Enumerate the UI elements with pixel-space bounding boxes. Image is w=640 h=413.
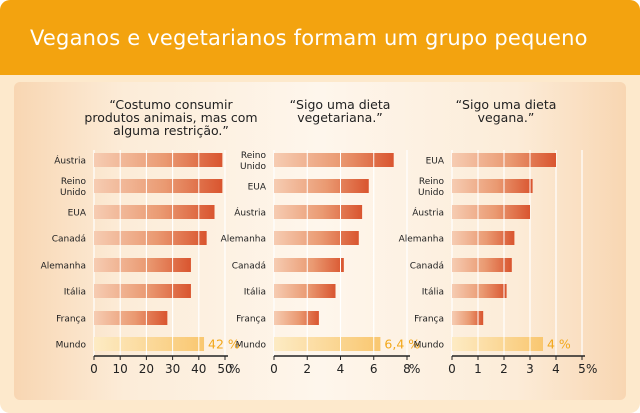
- bar: [452, 311, 484, 325]
- x-tick-label: 4: [552, 362, 560, 376]
- page-title: Veganos e vegetarianos formam um grupo p…: [30, 26, 588, 50]
- x-tick-label: 1: [474, 362, 482, 376]
- category-label: Mundo: [236, 341, 267, 351]
- category-label: Canadá: [52, 235, 86, 245]
- x-tick-label: 2: [303, 362, 311, 376]
- bar-world: [94, 337, 205, 351]
- chart-title-line: vegana.”: [478, 110, 535, 125]
- category-label: Reino: [61, 177, 87, 187]
- category-label: Mundo: [56, 341, 87, 351]
- category-label: Canadá: [410, 262, 444, 272]
- bar: [274, 179, 369, 193]
- bar: [452, 258, 512, 272]
- bar: [94, 205, 215, 219]
- category-label: Áustria: [54, 155, 86, 167]
- category-label: Alemanha: [221, 235, 266, 245]
- chart-title-line: vegetariana.”: [297, 110, 383, 125]
- x-tick-label: 6: [370, 362, 378, 376]
- bar: [452, 205, 530, 219]
- bar-world: [274, 337, 381, 351]
- category-label: Alemanha: [399, 235, 444, 245]
- bar: [94, 153, 223, 167]
- category-label: Reino: [241, 151, 267, 161]
- x-tick-label: 0: [448, 362, 456, 376]
- category-label: Alemanha: [41, 262, 86, 272]
- x-tick-label: 30: [165, 362, 180, 376]
- bar: [94, 258, 191, 272]
- bar: [452, 231, 515, 245]
- category-label: Áustria: [234, 207, 266, 219]
- x-tick-label: 5: [578, 362, 586, 376]
- bar: [452, 284, 507, 298]
- category-label: EUA: [68, 209, 87, 219]
- bar: [94, 311, 168, 325]
- chart-title-line: “Costumo consumir: [109, 97, 233, 112]
- world-value-label: 6,4 %: [384, 337, 420, 352]
- category-label: Áustria: [412, 207, 444, 219]
- category-label: Mundo: [414, 341, 445, 351]
- world-value-label: 4 %: [547, 337, 571, 352]
- category-label: Itália: [422, 288, 444, 298]
- category-label: França: [236, 315, 266, 325]
- header-band: Veganos e vegetarianos formam um grupo p…: [0, 0, 640, 75]
- world-value-label: 42 %: [208, 337, 240, 352]
- chart-title-line: “Sigo uma dieta: [456, 97, 557, 112]
- x-tick-label: 2: [500, 362, 508, 376]
- bar: [94, 231, 207, 245]
- chart-title-line: alguma restrição.”: [113, 123, 229, 138]
- category-label: França: [56, 315, 86, 325]
- bar: [94, 179, 223, 193]
- category-label: EUA: [426, 157, 445, 167]
- bar: [94, 284, 191, 298]
- x-tick-label: 40: [191, 362, 206, 376]
- x-tick-label: 10: [113, 362, 128, 376]
- x-tick-label: 8: [403, 362, 411, 376]
- x-tick-label: 20: [139, 362, 154, 376]
- x-tick-label: 0: [270, 362, 278, 376]
- category-label: Unido: [240, 162, 267, 172]
- bar: [274, 205, 363, 219]
- category-label: Itália: [64, 288, 86, 298]
- bar: [452, 179, 533, 193]
- bar: [274, 258, 344, 272]
- category-label: Canadá: [232, 262, 266, 272]
- x-unit-label: %: [409, 362, 420, 376]
- x-tick-label: 0: [90, 362, 98, 376]
- x-tick-label: 4: [337, 362, 345, 376]
- category-label: Reino: [419, 177, 445, 187]
- bar: [274, 153, 394, 167]
- bar: [274, 231, 359, 245]
- x-unit-label: %: [229, 362, 240, 376]
- category-label: EUA: [248, 183, 267, 193]
- bar: [274, 284, 336, 298]
- category-label: Itália: [244, 288, 266, 298]
- chart-title-line: “Sigo uma dieta: [290, 97, 391, 112]
- bar-world: [452, 337, 543, 351]
- bar: [274, 311, 319, 325]
- x-unit-label: %: [586, 362, 597, 376]
- x-tick-label: 50: [217, 362, 232, 376]
- category-label: Unido: [60, 188, 87, 198]
- chart-title-line: produtos animais, mas com: [84, 110, 257, 125]
- category-label: Unido: [418, 188, 445, 198]
- x-tick-label: 3: [526, 362, 534, 376]
- category-label: França: [414, 315, 444, 325]
